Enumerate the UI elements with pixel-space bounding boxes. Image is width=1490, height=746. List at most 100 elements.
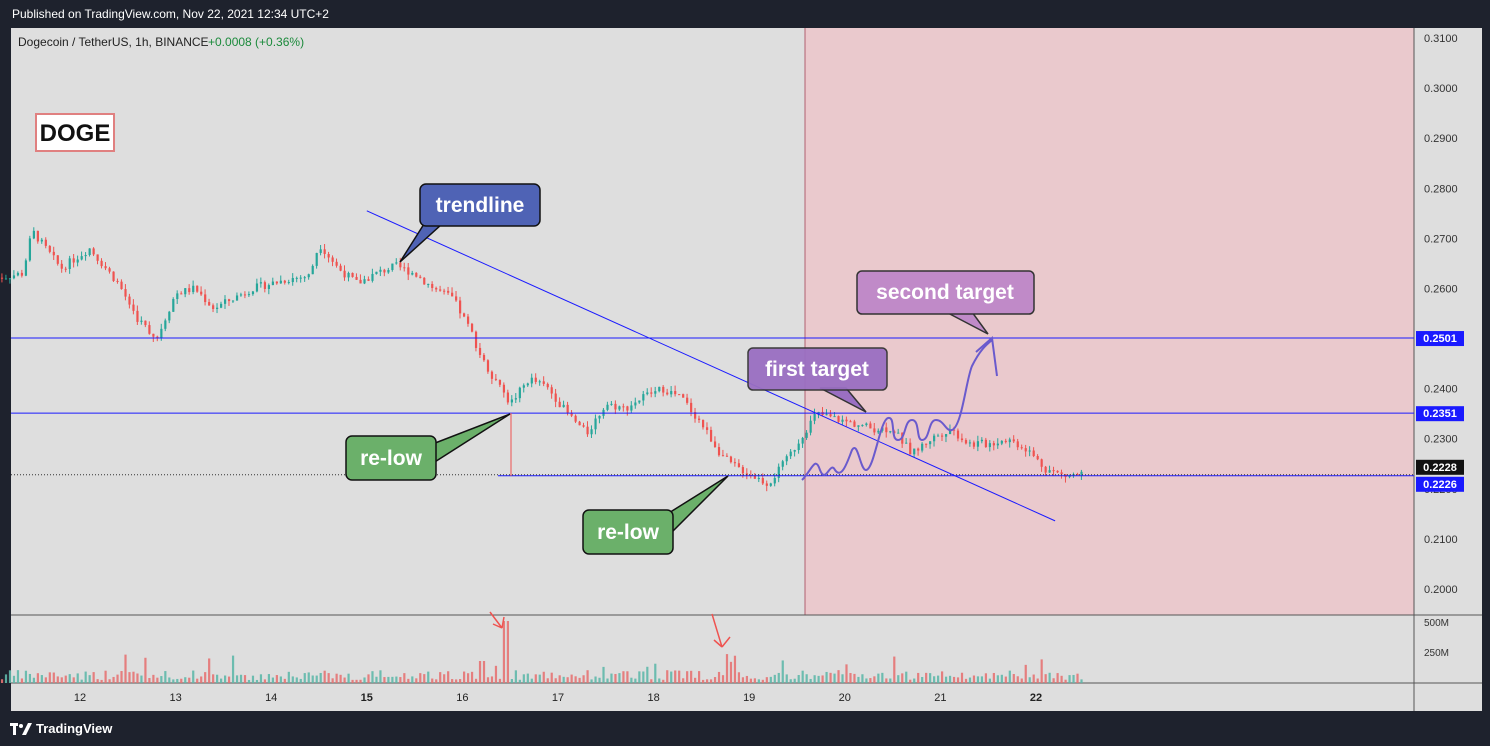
volume-bar <box>968 677 972 683</box>
volume-bar <box>427 671 430 683</box>
candle-body <box>725 455 729 457</box>
candle-body <box>570 412 573 416</box>
volume-bar <box>295 677 298 683</box>
volume-bar <box>20 678 24 683</box>
volume-bar <box>180 678 183 683</box>
volume-bar <box>937 675 940 683</box>
volume-bar <box>769 676 772 683</box>
price-tick-0.2900: 0.2900 <box>1424 133 1458 145</box>
time-tick-16: 16 <box>456 692 468 704</box>
volume-bar <box>694 677 697 683</box>
tradingview-brand[interactable]: TradingView <box>10 721 112 736</box>
candle-body <box>148 325 151 334</box>
volume-bar <box>662 679 665 683</box>
volume-bar <box>303 673 306 683</box>
volume-bar <box>881 672 884 683</box>
candle-body <box>359 279 362 284</box>
symbol-legend[interactable]: Dogecoin / TetherUS, 1h, BINANCE <box>18 35 209 49</box>
volume-bar <box>865 678 868 683</box>
candle-body <box>785 456 788 462</box>
volume-bar <box>128 672 131 683</box>
volume-bar <box>686 671 689 683</box>
trendline[interactable] <box>366 210 1056 522</box>
volume-bar <box>952 676 956 683</box>
volume-bar <box>291 676 294 683</box>
badge-level-1: 0.2351 <box>1423 408 1457 420</box>
volume-bar <box>184 677 187 683</box>
volume-bar <box>188 677 191 683</box>
candle-body <box>658 386 661 392</box>
volume-bar <box>1040 659 1043 683</box>
volume-bar <box>785 674 788 683</box>
trendline-callout-box <box>419 183 541 227</box>
badge-level-1-bg <box>1416 406 1464 422</box>
volume-bar <box>68 674 71 683</box>
volume-bar <box>92 672 95 683</box>
volume-bar <box>247 679 251 683</box>
volume-bar <box>494 665 498 683</box>
candle-body <box>1000 440 1003 444</box>
candle-body <box>339 265 342 271</box>
candle-body <box>40 239 43 242</box>
candle-body <box>984 439 988 448</box>
volume-bar <box>124 654 127 683</box>
volume-bar <box>678 670 681 683</box>
volume-bar <box>670 671 673 683</box>
candle-body <box>391 263 394 271</box>
first-target-label: first target <box>765 358 869 381</box>
volume-bar <box>327 673 330 683</box>
volume-bar <box>841 674 844 683</box>
volume-bar <box>821 675 824 683</box>
volume-bar <box>196 678 199 683</box>
volume-bar <box>976 676 980 683</box>
candle-body <box>721 455 725 457</box>
candle-body <box>411 272 414 275</box>
price-tick-0.2600: 0.2600 <box>1424 283 1458 295</box>
candle-body <box>216 307 219 309</box>
volume-bar <box>602 666 605 683</box>
volume-bar <box>817 675 820 683</box>
volume-bar <box>431 678 434 683</box>
time-tick-14: 14 <box>265 692 277 704</box>
candle-body <box>869 423 872 429</box>
candle-body <box>144 320 147 326</box>
price-tick-0.2300: 0.2300 <box>1424 434 1458 446</box>
candle-body <box>765 483 768 486</box>
candle-body <box>490 371 494 379</box>
volume-bar <box>212 674 215 683</box>
volume-bar <box>713 677 717 683</box>
candle-body <box>419 276 422 278</box>
volume-bar <box>259 674 263 683</box>
candle-body <box>757 478 760 480</box>
volume-bar <box>443 674 446 683</box>
price-badges: 0.2501 0.2351 0.2228 0.2226 <box>1416 331 1464 492</box>
volume-bar <box>84 671 87 683</box>
candle-body <box>1020 447 1023 449</box>
candle-body <box>626 406 629 411</box>
volume-bar <box>435 679 438 683</box>
volume-bar <box>275 675 278 683</box>
volume-bar <box>1068 675 1071 683</box>
candle-body <box>415 272 418 277</box>
candle-body <box>44 239 47 246</box>
price-tick-0.2700: 0.2700 <box>1424 233 1458 245</box>
volume-bar <box>156 677 159 683</box>
candle-body <box>84 255 87 257</box>
candle-body <box>395 262 398 264</box>
volume-bar <box>729 661 733 683</box>
volume-bar <box>869 678 872 683</box>
projection-arrowhead <box>975 336 998 377</box>
candle-body <box>940 435 944 437</box>
candle-body <box>307 274 310 278</box>
candle-body <box>897 432 900 434</box>
price-tick-0.2800: 0.2800 <box>1424 183 1458 195</box>
candle-body <box>435 287 438 290</box>
volume-bar <box>383 677 386 683</box>
time-axis[interactable]: 12 13 14 15 16 17 18 19 20 21 22 <box>74 692 1042 704</box>
volume-bar <box>307 672 310 683</box>
candle-body <box>1004 440 1007 443</box>
candle-body <box>614 403 617 410</box>
candle-body <box>68 258 71 270</box>
volume-bar <box>956 677 960 683</box>
